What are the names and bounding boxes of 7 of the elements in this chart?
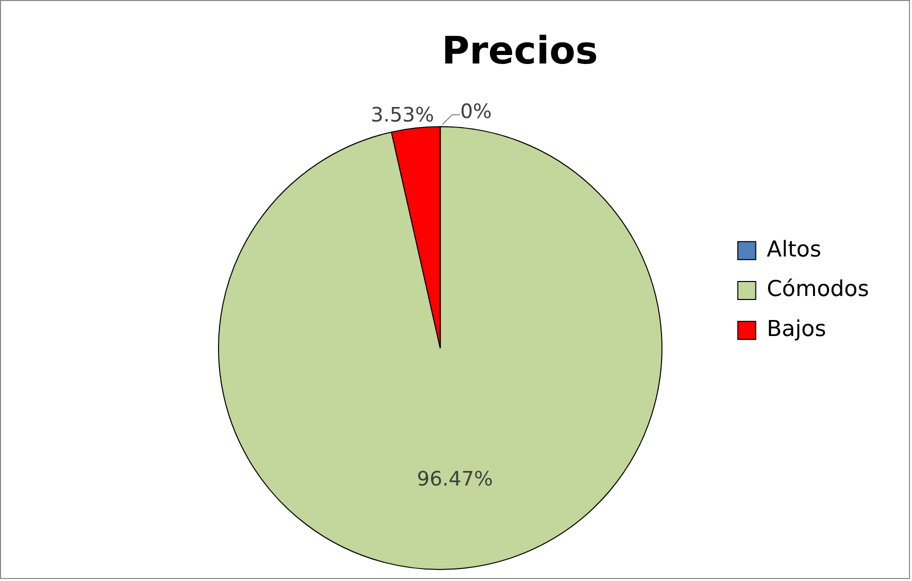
data-label: 3.53% [370,102,434,126]
chart-title: Precios [442,28,598,72]
data-label: 96.47% [416,466,493,490]
legend-label: Altos [766,237,822,262]
text: 0% [460,98,492,123]
legend-label: Bajos [766,317,826,342]
legend-label: Cómodos [766,277,870,302]
